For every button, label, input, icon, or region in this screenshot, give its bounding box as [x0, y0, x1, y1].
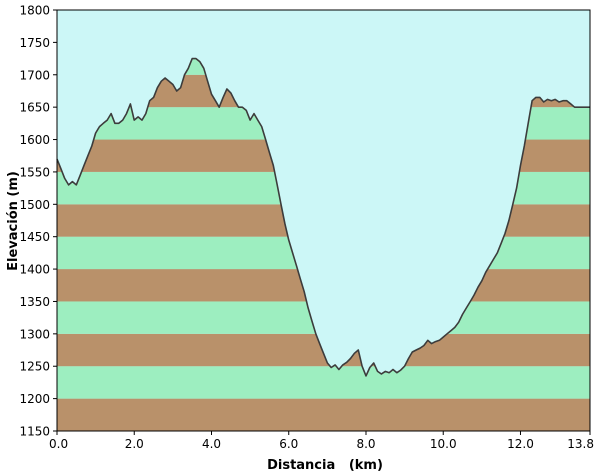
plot-frame [56, 9, 591, 432]
y-tick-label: 1400 [19, 263, 50, 277]
y-axis-title: Elevación (m) [6, 171, 21, 271]
x-axis-title: Distancia (km) [267, 458, 383, 473]
elevation-band [57, 398, 590, 431]
y-tick-label: 1650 [19, 101, 50, 115]
x-tick-label: 13.8 [567, 437, 594, 451]
y-tick-label: 1250 [19, 360, 50, 374]
elevation-profile-line [56, 57, 590, 377]
y-tick-label: 1300 [19, 327, 50, 341]
y-tick-label: 1750 [19, 36, 50, 50]
y-tick-label: 1600 [19, 133, 50, 147]
y-tick-label: 1150 [19, 425, 50, 439]
x-tick-label: 2.0 [125, 437, 144, 451]
x-tick-label: 10.0 [430, 437, 457, 451]
y-tick-label: 1350 [19, 295, 50, 309]
x-tick-label: 6.0 [279, 437, 298, 451]
x-axis: 0.0 2.0 4.0 6.0 8.0 10.0 12.0 13.8 [49, 431, 594, 451]
y-axis: 1150 1200 1250 1300 1350 1400 1450 1500 1550 1600… [19, 4, 57, 439]
y-tick-label: 1450 [19, 230, 50, 244]
x-tick-label: 8.0 [356, 437, 375, 451]
y-tick-label: 1800 [19, 4, 50, 18]
y-tick-label: 1700 [19, 68, 50, 82]
y-tick-label: 1500 [19, 198, 50, 212]
y-tick-label: 1550 [19, 165, 50, 179]
x-tick-label: 4.0 [202, 437, 221, 451]
x-tick-label: 12.0 [507, 437, 534, 451]
elevation-band [57, 366, 590, 399]
x-tick-label: 0.0 [49, 437, 68, 451]
y-tick-label: 1200 [19, 392, 50, 406]
